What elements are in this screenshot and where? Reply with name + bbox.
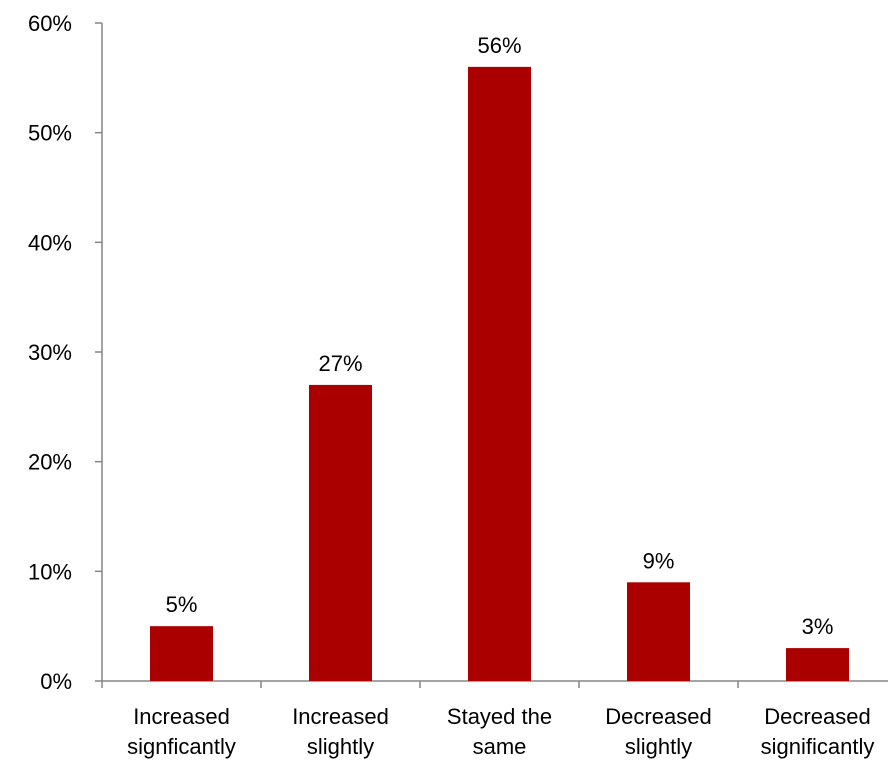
y-axis: 0% 10% 20% 30% 40% 50% 60% <box>28 11 103 694</box>
data-label: 27% <box>318 351 362 376</box>
y-tick-label: 60% <box>28 11 72 36</box>
bar <box>309 384 372 681</box>
bar <box>150 626 213 681</box>
y-tick-label: 50% <box>28 121 72 146</box>
data-label: 5% <box>166 592 198 617</box>
category-label: Stayed the same <box>447 704 552 759</box>
category-label: Decreased significantly <box>761 704 875 759</box>
y-tick-label: 30% <box>28 340 72 365</box>
y-tick-label: 20% <box>28 450 72 475</box>
y-tick-label: 10% <box>28 559 72 584</box>
category-label: Decreased slightly <box>605 704 711 759</box>
bar <box>786 648 849 681</box>
bar <box>627 582 690 681</box>
bars <box>150 66 849 681</box>
data-label: 9% <box>643 548 675 573</box>
x-axis <box>101 680 888 688</box>
category-label: Increased slightly <box>292 704 389 759</box>
data-label: 56% <box>477 33 521 58</box>
data-labels: 5% 27% 56% 9% 3% <box>166 33 834 639</box>
data-label: 3% <box>802 614 834 639</box>
y-tick-label: 40% <box>28 230 72 255</box>
bar <box>468 66 531 681</box>
category-label: Increased signficantly <box>127 704 236 759</box>
y-tick-label: 0% <box>40 669 72 694</box>
category-labels: Increased signficantly Increased slightly St… <box>127 704 874 759</box>
